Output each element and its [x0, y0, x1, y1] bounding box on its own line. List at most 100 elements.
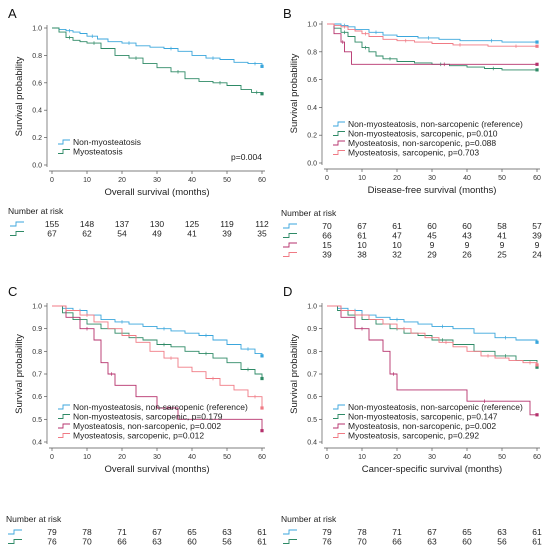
legend-swatch [333, 140, 345, 146]
risk-count: 67 [152, 527, 162, 537]
risk-count: 71 [392, 527, 402, 537]
risk-count: 61 [257, 537, 267, 547]
risk-count: 9 [535, 240, 540, 250]
risk-row-swatch [283, 242, 297, 248]
x-tick-label: 30 [428, 175, 436, 182]
risk-count: 58 [497, 221, 507, 231]
risk-count: 35 [257, 229, 267, 239]
risk-count: 78 [357, 527, 367, 537]
y-tick-label: 0.6 [32, 80, 42, 87]
y-tick-label: 0.2 [32, 135, 42, 142]
curve-end-marker [535, 62, 539, 66]
curve-end-marker [535, 68, 539, 72]
risk-row-swatch [283, 252, 297, 257]
legend-swatch [333, 404, 345, 410]
legend-entry: Non-myosteatosis, non-sarcopenic (refere… [348, 402, 523, 412]
risk-count: 43 [462, 231, 472, 241]
x-tick-label: 10 [83, 454, 91, 461]
y-tick-label: 0.6 [32, 394, 42, 401]
risk-count: 24 [532, 250, 542, 260]
y-tick-label: 0.7 [307, 372, 317, 379]
legend-entry: Myosteatosis, sarcopenic, p=0.703 [348, 148, 479, 158]
risk-count: 9 [500, 240, 505, 250]
risk-count: 125 [185, 219, 199, 229]
risk-count: 60 [462, 221, 472, 231]
x-tick-label: 60 [533, 454, 541, 461]
risk-count: 9 [430, 240, 435, 250]
y-tick-label: 0.4 [32, 440, 42, 447]
y-tick-label: 1.0 [32, 26, 42, 33]
risk-table-title: Number at risk [6, 514, 62, 524]
survival-curve-4 [52, 305, 263, 408]
legend-swatch [58, 139, 70, 145]
legend-entry: Non-myosteatosis [73, 137, 141, 147]
x-tick-label: 20 [118, 177, 126, 184]
curve-end-marker [535, 363, 539, 367]
survival-curve-3 [327, 23, 537, 65]
risk-count: 78 [82, 527, 92, 537]
x-tick-label: 0 [50, 454, 54, 461]
risk-count: 20 [322, 546, 332, 548]
y-axis-label: Survival probability [14, 334, 25, 414]
legend-entry: Myosteatosis, sarcopenic, p=0.292 [348, 431, 479, 441]
risk-count: 130 [150, 219, 164, 229]
survival-curve-4 [327, 305, 538, 365]
panel-label: C [8, 284, 17, 299]
x-tick-label: 40 [188, 177, 196, 184]
risk-count: 9 [260, 546, 265, 548]
risk-count: 70 [82, 537, 92, 547]
x-tick-label: 30 [153, 177, 161, 184]
y-tick-label: 0.6 [307, 77, 317, 84]
panel-label: B [283, 6, 292, 21]
risk-row-swatch [283, 223, 297, 229]
x-tick-label: 10 [358, 175, 366, 182]
risk-count: 20 [47, 546, 57, 548]
risk-count: 10 [462, 546, 472, 548]
risk-count: 57 [532, 221, 542, 231]
risk-count: 67 [357, 221, 367, 231]
risk-row-swatch [283, 529, 297, 535]
y-tick-label: 1.0 [307, 304, 317, 311]
curve-end-marker [535, 340, 539, 344]
survival-curve-1 [52, 305, 263, 356]
x-tick-label: 40 [463, 175, 471, 182]
risk-count: 112 [255, 219, 269, 229]
y-axis-label: Survival probability [289, 334, 300, 414]
risk-count: 32 [392, 250, 402, 260]
x-axis-label: Overall survival (months) [104, 187, 209, 198]
x-tick-label: 60 [533, 175, 541, 182]
legend-swatch [58, 414, 70, 419]
legend-swatch [333, 423, 345, 429]
x-tick-label: 0 [325, 454, 329, 461]
risk-count: 29 [427, 250, 437, 260]
legend-entry: Non-myosteatosis, sarcopenic, p=0.010 [348, 129, 498, 139]
risk-count: 56 [497, 537, 507, 547]
risk-count: 10 [187, 546, 197, 548]
risk-count: 60 [427, 221, 437, 231]
x-tick-label: 60 [258, 454, 266, 461]
risk-count: 39 [322, 250, 332, 260]
risk-count: 10 [222, 546, 232, 548]
risk-table-title: Number at risk [281, 514, 337, 524]
legend-entry: Myosteatosis, sarcopenic, p=0.012 [73, 431, 204, 441]
risk-count: 41 [187, 229, 197, 239]
curve-end-marker [260, 406, 264, 410]
legend-entry: Myosteatosis, non-sarcopenic, p=0.002 [348, 421, 496, 431]
risk-count: 9 [535, 546, 540, 548]
y-tick-label: 1.0 [32, 304, 42, 311]
legend-entry: Non-myosteatosis, non-sarcopenic (refere… [348, 119, 523, 129]
risk-count: 70 [357, 537, 367, 547]
x-tick-label: 50 [223, 177, 231, 184]
p-value-annotation: p=0.004 [231, 152, 262, 162]
x-tick-label: 20 [393, 454, 401, 461]
risk-count: 63 [222, 527, 232, 537]
risk-count: 63 [152, 537, 162, 547]
y-tick-label: 0.5 [32, 417, 42, 424]
legend-swatch [333, 433, 345, 438]
risk-count: 137 [115, 219, 129, 229]
risk-count: 65 [187, 527, 197, 537]
y-tick-label: 0.9 [32, 326, 42, 333]
legend-swatch [58, 404, 70, 410]
curve-end-marker [260, 376, 264, 381]
curve-end-marker [260, 429, 264, 433]
